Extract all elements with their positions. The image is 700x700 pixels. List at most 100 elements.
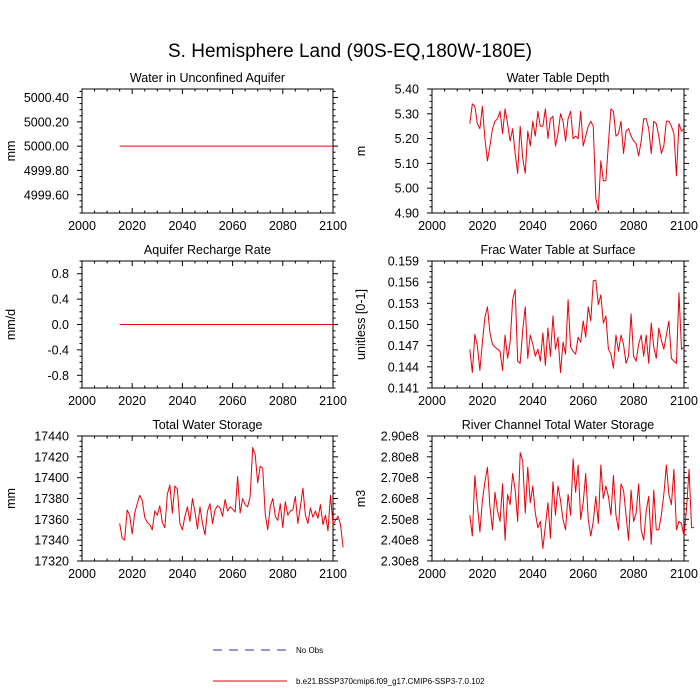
x-tick-label: 2060	[219, 219, 247, 233]
x-tick-label: 2080	[269, 567, 297, 581]
y-tick-label: -0.4	[47, 343, 69, 357]
plot-title: Water Table Depth	[507, 71, 610, 85]
x-tick-label: 2040	[519, 567, 547, 581]
y-tick-label: 5000.40	[24, 91, 69, 105]
x-tick-label: 2100	[319, 219, 347, 233]
y-tick-label: 0.147	[388, 339, 419, 353]
x-tick-label: 2060	[569, 219, 597, 233]
y-tick-label: 2.60e8	[381, 492, 419, 506]
y-tick-label: 17420	[34, 450, 69, 464]
y-tick-label: 5.30	[395, 107, 419, 121]
x-tick-label: 2040	[168, 219, 196, 233]
x-tick-label: 2020	[118, 219, 146, 233]
y-tick-label: 17380	[34, 492, 69, 506]
panel-frac-water-table-at-surface: Frac Water Table at Surface 2000 2020 2040 2…	[354, 243, 698, 408]
y-tick-label: 2.50e8	[381, 513, 419, 527]
x-tick-label: 2040	[168, 567, 196, 581]
y-tick-label: 5.40	[395, 83, 419, 97]
x-tick-label: 2020	[118, 394, 146, 408]
series-line	[469, 279, 685, 373]
plot-title: Total Water Storage	[152, 418, 262, 432]
x-tick-label: 2080	[620, 219, 648, 233]
x-tick-label: 2100	[670, 219, 698, 233]
x-tick-label: 2100	[670, 394, 698, 408]
y-tick-label: 0.153	[388, 297, 419, 311]
x-tick-label: 2000	[68, 394, 96, 408]
y-tick-label: 2.80e8	[381, 450, 419, 464]
x-tick-label: 2060	[569, 394, 597, 408]
x-tick-label: 2040	[168, 394, 196, 408]
y-tick-label: 5.00	[395, 182, 419, 196]
plot-frame	[431, 260, 685, 389]
y-tick-label: 17400	[34, 471, 69, 485]
x-tick-label: 2060	[219, 394, 247, 408]
y-tick-label: 0.144	[388, 360, 419, 374]
x-tick-label: 2020	[468, 219, 496, 233]
x-tick-label: 2000	[68, 567, 96, 581]
y-tick-label: 17340	[34, 534, 69, 548]
plot-frame	[431, 435, 685, 562]
y-tick-label: 0.8	[52, 267, 69, 281]
panel-water-table-depth: Water Table Depth 2000 2020 2040 2060 2080 210…	[354, 71, 698, 233]
y-tick-label: 2.90e8	[381, 430, 419, 444]
y-tick-label: 0.150	[388, 318, 419, 332]
legend-obs-label: No Obs	[296, 646, 323, 655]
x-tick-label: 2060	[569, 567, 597, 581]
x-tick-label: 2040	[519, 219, 547, 233]
plot-title: River Channel Total Water Storage	[462, 418, 655, 432]
y-tick-label: 4999.80	[24, 164, 69, 178]
x-tick-label: 2080	[269, 219, 297, 233]
plot-title: Aquifer Recharge Rate	[144, 243, 271, 257]
y-axis-label: mm/d	[4, 309, 18, 340]
legend-case-label: b.e21.BSSP370cmip6.f09_g17.CMIP6-SSP3-7.…	[296, 677, 485, 686]
y-tick-label: 17440	[34, 430, 69, 444]
y-axis-label: mm	[4, 488, 18, 509]
y-tick-label: 0.4	[52, 293, 69, 307]
figure-title: S. Hemisphere Land (90S-EQ,180W-180E)	[168, 41, 532, 62]
panel-aquifer-recharge-rate: Aquifer Recharge Rate 2000 2020 2040 2060 208…	[4, 243, 347, 408]
x-tick-label: 2080	[620, 567, 648, 581]
x-tick-label: 2080	[620, 394, 648, 408]
x-tick-label: 2100	[319, 394, 347, 408]
y-tick-label: 2.40e8	[381, 534, 419, 548]
y-tick-label: 17360	[34, 513, 69, 527]
series-line	[469, 103, 685, 212]
series-line	[119, 446, 344, 548]
legend: No Obs b.e21.BSSP370cmip6.f09_g17.CMIP6-…	[213, 646, 485, 686]
plot-title: Frac Water Table at Surface	[481, 243, 636, 257]
y-tick-label: 2.70e8	[381, 471, 419, 485]
plot-frame	[81, 88, 334, 214]
x-tick-label: 2020	[118, 567, 146, 581]
y-tick-label: -0.8	[47, 369, 69, 383]
y-tick-label: 5.20	[395, 132, 419, 146]
x-tick-label: 2000	[418, 567, 446, 581]
x-tick-label: 2000	[418, 219, 446, 233]
y-tick-label: 0.159	[388, 255, 419, 269]
y-tick-label: 4999.60	[24, 188, 69, 202]
y-tick-label: 5.10	[395, 157, 419, 171]
plot-frame	[431, 88, 685, 214]
y-tick-label: 0.141	[388, 382, 419, 396]
y-tick-label: 0.0	[52, 318, 69, 332]
y-axis-label: mm	[4, 141, 18, 162]
panel-river-channel-total-water-storage: River Channel Total Water Storage 2000 202…	[354, 418, 698, 581]
plot-title: Water in Unconfined Aquifer	[130, 71, 285, 85]
y-tick-label: 5000.20	[24, 115, 69, 129]
x-tick-label: 2000	[68, 219, 96, 233]
x-tick-label: 2020	[468, 394, 496, 408]
y-tick-label: 5000.00	[24, 140, 69, 154]
y-tick-label: 17320	[34, 555, 69, 569]
x-tick-label: 2080	[269, 394, 297, 408]
y-tick-label: 0.156	[388, 276, 419, 290]
y-axis-label: m	[354, 146, 368, 156]
panel-water-in-unconfined-aquifer: Water in Unconfined Aquifer 2000 2020 2040 2…	[4, 71, 347, 233]
panel-total-water-storage: Total Water Storage 2000 2020 2040 2060 2080 2…	[4, 418, 347, 581]
x-tick-label: 2020	[468, 567, 496, 581]
x-tick-label: 2040	[519, 394, 547, 408]
x-tick-label: 2060	[219, 567, 247, 581]
series-line	[469, 452, 695, 549]
y-tick-label: 2.30e8	[381, 555, 419, 569]
x-tick-label: 2000	[418, 394, 446, 408]
y-axis-label: m3	[354, 490, 368, 507]
